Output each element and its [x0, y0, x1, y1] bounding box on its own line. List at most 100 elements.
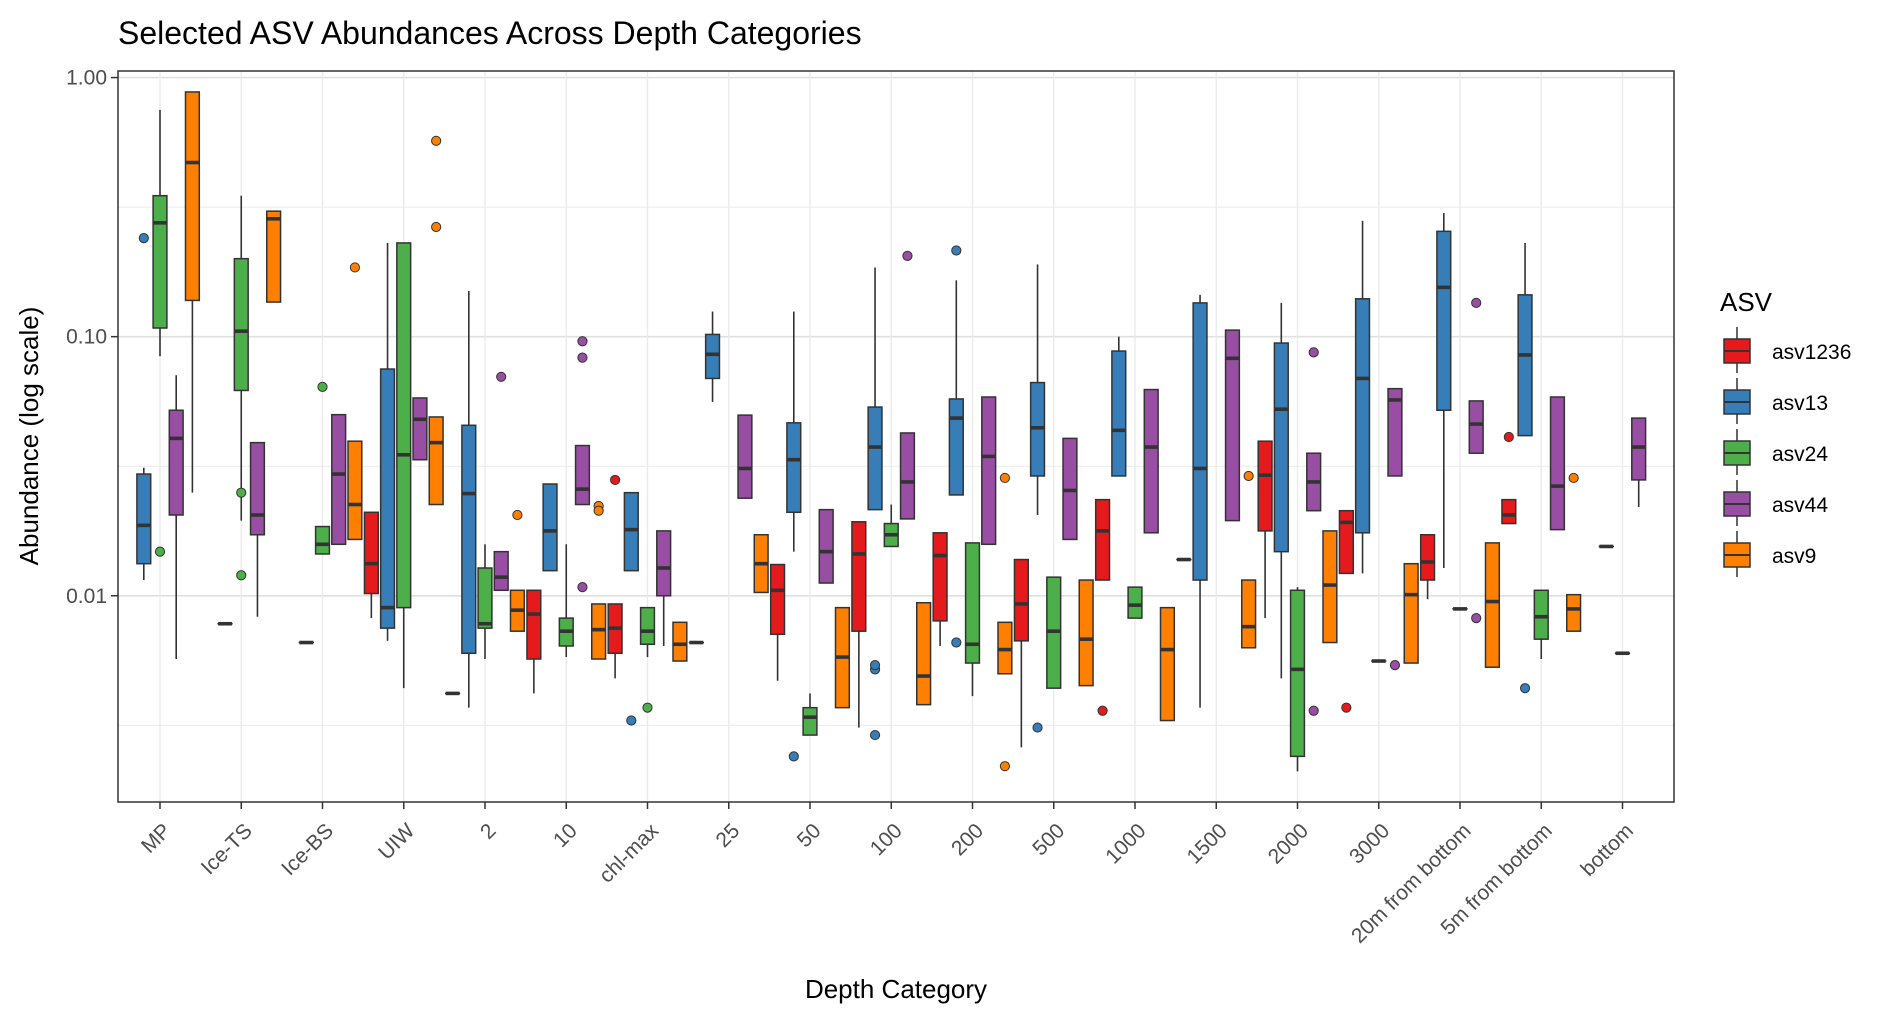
x-tick-label: 500 — [1028, 819, 1069, 860]
box-asv9-10 — [997, 472, 1013, 772]
legend-label-asv24: asv24 — [1772, 443, 1828, 466]
box-iqr — [1273, 342, 1289, 553]
box-asv9-0 — [184, 91, 201, 493]
box-asv44-7 — [737, 414, 753, 499]
outlier-point — [788, 751, 799, 762]
box-iqr — [249, 441, 266, 536]
box-iqr — [1419, 534, 1436, 581]
x-tick-label: chl-max — [595, 819, 664, 888]
box-asv9-1 — [266, 210, 282, 303]
box-asv1236-6 — [607, 474, 623, 679]
box-iqr — [591, 603, 607, 660]
box-iqr — [1484, 542, 1501, 668]
box-iqr — [136, 473, 152, 565]
x-tick-label: UIW — [374, 819, 419, 864]
box-asv9-9 — [916, 601, 932, 706]
box-asv1236-5 — [526, 589, 542, 694]
outlier-point — [1032, 722, 1043, 733]
box-iqr — [786, 422, 802, 514]
box-asv24-0 — [152, 109, 168, 557]
y-tick-label: 0.10 — [66, 326, 107, 349]
x-tick-label: 3000 — [1345, 819, 1394, 868]
box-asv1236-12 — [1094, 498, 1111, 716]
box-asv44-8 — [818, 508, 834, 584]
box-asv1236-9 — [851, 521, 867, 728]
box-asv24-9 — [883, 504, 899, 548]
box-iqr — [184, 91, 201, 302]
outlier-point — [349, 262, 360, 273]
legend-title: ASV — [1720, 287, 1773, 317]
box-iqr — [1094, 498, 1111, 581]
x-tick-label: bottom — [1576, 819, 1638, 881]
box-iqr — [899, 432, 916, 520]
box-asv44-14 — [1306, 347, 1322, 716]
box-iqr — [379, 368, 396, 629]
outlier-point — [1471, 613, 1482, 624]
box-iqr — [851, 521, 867, 632]
box-asv44-6 — [656, 530, 672, 646]
y-axis: 1.00 0.10 0.01 — [66, 67, 118, 608]
box-iqr — [704, 333, 721, 380]
box-asv9-11 — [1078, 579, 1094, 687]
box-asv9-4 — [509, 509, 526, 632]
box-iqr — [1241, 579, 1257, 649]
outlier-point — [1243, 470, 1254, 482]
box-asv13-6 — [623, 491, 639, 726]
box-asv44-0 — [168, 375, 184, 660]
outlier-point — [642, 702, 653, 713]
outlier-point — [431, 221, 442, 233]
box-asv24-6 — [639, 606, 656, 713]
box-iqr — [363, 511, 380, 595]
box-asv1236-10 — [932, 532, 948, 646]
x-tick-label: 10 — [549, 819, 582, 852]
box-iqr — [1549, 396, 1566, 531]
box-iqr — [1159, 606, 1176, 722]
outlier-point — [951, 637, 962, 648]
x-tick-label: 2 — [476, 819, 501, 844]
box-asv24-8 — [802, 693, 818, 736]
x-axis: MP Ice-TS Ice-BS UIW 2 10 chl-max 25 50 100 200 500… — [137, 802, 1638, 948]
box-iqr — [1143, 388, 1159, 534]
outlier-point — [1568, 472, 1579, 484]
box-iqr — [1501, 498, 1517, 525]
box-asv1236-16 — [1419, 534, 1436, 600]
box-asv44-15 — [1387, 387, 1403, 671]
outlier-point — [1389, 660, 1401, 671]
box-asv13-8 — [786, 311, 802, 762]
box-iqr — [737, 414, 753, 499]
box-asv1236-14 — [1257, 440, 1273, 619]
box-asv9-14 — [1322, 530, 1338, 644]
box-asv13-17 — [1517, 242, 1533, 694]
y-tick-label: 0.01 — [66, 585, 107, 608]
box-iqr — [1338, 509, 1354, 575]
box-asv9-12 — [1159, 606, 1176, 722]
box-asv1236-17 — [1501, 431, 1517, 525]
x-tick-label: 25 — [712, 819, 745, 852]
box-iqr — [818, 508, 834, 584]
x-tick-label: 100 — [866, 819, 907, 860]
box-asv44-4 — [493, 371, 509, 592]
outlier-point — [999, 761, 1011, 772]
outlier-point — [1519, 683, 1531, 694]
box-asv44-12 — [1143, 388, 1159, 534]
box-iqr — [948, 398, 964, 496]
box-asv13-3 — [379, 242, 396, 641]
outlier-point — [999, 472, 1011, 484]
box-iqr — [477, 567, 493, 629]
outlier-point — [512, 509, 523, 521]
outlier-point — [577, 336, 588, 347]
box-asv9-3 — [428, 135, 444, 506]
box-asv1236-15 — [1338, 509, 1354, 713]
box-asv9-15 — [1403, 562, 1419, 664]
box-asv13-12 — [1111, 336, 1127, 477]
x-axis-title: Depth Category — [805, 974, 987, 1004]
x-tick-label: 1500 — [1182, 819, 1231, 868]
box-iqr — [574, 444, 591, 506]
x-tick-label: 1000 — [1101, 819, 1150, 868]
box-asv44-5 — [574, 336, 591, 593]
box-iqr — [1224, 329, 1241, 522]
boxplots — [136, 91, 1647, 772]
x-tick-label: 50 — [793, 819, 826, 852]
y-tick-label: 1.00 — [66, 67, 107, 90]
